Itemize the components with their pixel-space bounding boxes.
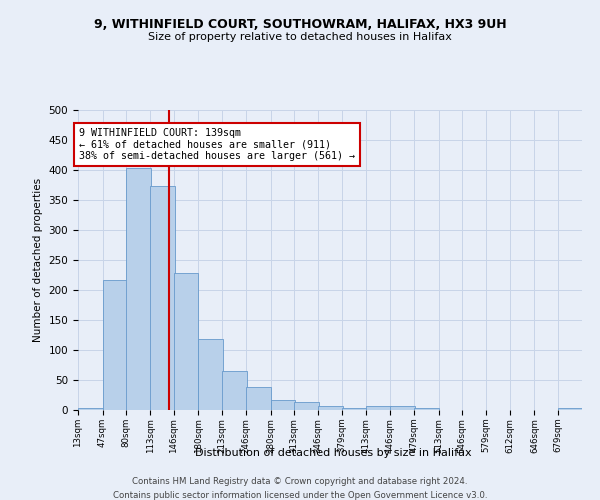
Text: Size of property relative to detached houses in Halifax: Size of property relative to detached ho… [148, 32, 452, 42]
Bar [414, 408, 439, 410]
Text: Contains public sector information licensed under the Open Government Licence v3: Contains public sector information licen… [113, 491, 487, 500]
Bar [199, 338, 223, 410]
Text: 9 WITHINFIELD COURT: 139sqm
← 61% of detached houses are smaller (911)
38% of se: 9 WITHINFIELD COURT: 139sqm ← 61% of det… [79, 128, 355, 161]
Bar [295, 402, 319, 410]
Bar [342, 408, 367, 410]
Bar [222, 371, 247, 410]
Bar [127, 168, 151, 410]
Bar [390, 406, 415, 410]
Bar [558, 408, 583, 410]
Bar [271, 400, 295, 410]
Bar [246, 386, 271, 410]
Bar [150, 186, 175, 410]
Bar [78, 408, 103, 410]
Y-axis label: Number of detached properties: Number of detached properties [33, 178, 43, 342]
Text: Distribution of detached houses by size in Halifax: Distribution of detached houses by size … [194, 448, 472, 458]
Text: 9, WITHINFIELD COURT, SOUTHOWRAM, HALIFAX, HX3 9UH: 9, WITHINFIELD COURT, SOUTHOWRAM, HALIFA… [94, 18, 506, 30]
Bar [367, 406, 391, 410]
Text: Contains HM Land Registry data © Crown copyright and database right 2024.: Contains HM Land Registry data © Crown c… [132, 478, 468, 486]
Bar [318, 406, 343, 410]
Bar [174, 273, 199, 410]
Bar [103, 280, 127, 410]
